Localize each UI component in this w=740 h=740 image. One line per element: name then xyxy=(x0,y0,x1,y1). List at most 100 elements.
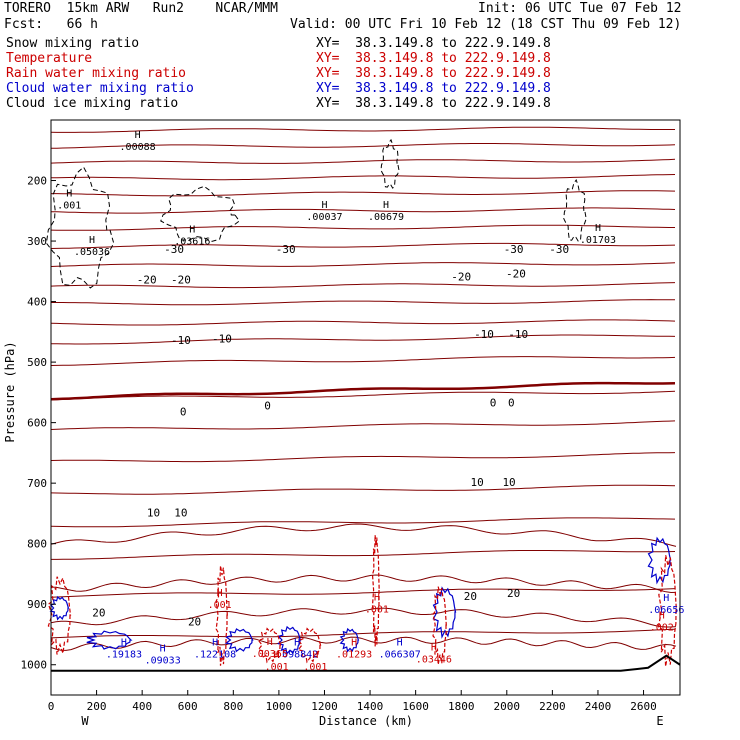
isotherm xyxy=(50,242,676,249)
init-time: Init: 06 UTC Tue 07 Feb 12 xyxy=(478,1,682,16)
x-tick-label: 1400 xyxy=(357,700,384,713)
snow-contour xyxy=(563,178,587,243)
xy-temperature: XY= 38.3.149.8 to 222.9.149.8 xyxy=(316,51,551,66)
isotherm xyxy=(50,174,676,181)
xy-rain: XY= 38.3.149.8 to 222.9.149.8 xyxy=(316,66,551,81)
field-temperature: Temperature xyxy=(6,51,93,66)
isotherm xyxy=(50,158,676,164)
rain-contour xyxy=(432,586,447,665)
max-label: .03616 xyxy=(174,236,210,247)
max-marker: H xyxy=(663,593,669,604)
isotherm xyxy=(50,334,676,345)
isotherm xyxy=(50,356,676,366)
isotherm-low xyxy=(50,574,677,594)
max-marker: H xyxy=(274,650,280,661)
isotherm-label: -10 xyxy=(474,328,494,341)
contour-labels: -30 -30 -30 -30-20 -20 -20 -20-10 -10 -10 -100 0 0 0… xyxy=(57,130,684,673)
max-label: .00679 xyxy=(368,212,404,223)
x-axis-label: Distance (km) xyxy=(319,714,413,728)
y-tick-label: 300 xyxy=(27,235,47,248)
isotherm-label: 0 xyxy=(264,399,271,412)
max-label: .098842 xyxy=(276,650,318,661)
max-label: .01293 xyxy=(336,650,372,661)
y-tick-label: 800 xyxy=(27,538,47,551)
field-rain: Rain water mixing ratio xyxy=(6,66,187,81)
isotherm-low xyxy=(50,607,677,628)
x-tick-label: 600 xyxy=(178,700,198,713)
x-tick-label: 2600 xyxy=(630,700,657,713)
terrain-surface xyxy=(51,654,681,672)
max-marker: H xyxy=(431,643,437,654)
max-marker: H xyxy=(121,638,127,649)
isotherm xyxy=(50,224,675,231)
field-snow: Snow mixing ratio xyxy=(6,36,140,51)
max-marker: H xyxy=(160,644,166,655)
max-marker: H xyxy=(267,637,273,648)
isotherm-label: -30 xyxy=(276,243,296,256)
x-tick-label: 200 xyxy=(87,700,107,713)
max-marker: H xyxy=(135,130,141,141)
cloud-water-contour xyxy=(86,630,133,650)
x-tick-label: 0 xyxy=(48,700,55,713)
max-marker: H xyxy=(312,650,318,661)
snow-contour xyxy=(160,185,240,242)
max-label: .001 xyxy=(265,662,289,673)
max-label: .00037 xyxy=(306,212,342,223)
isotherm xyxy=(50,484,676,495)
zero-isotherm xyxy=(50,381,676,401)
x-tick-label: 1800 xyxy=(448,700,475,713)
rain-contour xyxy=(257,627,282,664)
isotherm-label: -10 xyxy=(212,333,232,346)
cloud-water-contour xyxy=(432,586,457,639)
isotherm-label: -10 xyxy=(171,334,191,347)
rain-contour xyxy=(658,555,678,667)
max-label: .066307 xyxy=(379,650,421,661)
y-tick-label: 400 xyxy=(27,296,47,309)
rain-contour xyxy=(215,565,228,666)
y-axis-label: Pressure (hPa) xyxy=(3,341,17,442)
terrain-line xyxy=(51,654,681,672)
isotherm xyxy=(50,452,676,463)
isotherm-label: -20 xyxy=(137,273,157,286)
max-marker: H xyxy=(397,638,403,649)
y-tick-label: 200 xyxy=(27,175,47,188)
isotherm-label: 20 xyxy=(188,615,201,628)
isotherm xyxy=(50,517,676,528)
isotherm-label: -20 xyxy=(506,267,526,280)
max-marker: H xyxy=(89,235,95,246)
isotherm-label: 0 xyxy=(180,405,187,418)
max-marker: H xyxy=(595,223,601,234)
isotherm xyxy=(51,190,676,197)
x-tick-label: 2000 xyxy=(494,700,521,713)
run-title: TORERO 15km ARW Run2 NCAR/MMM xyxy=(4,1,278,16)
cloud-water-contour xyxy=(647,536,672,585)
max-label: .00088 xyxy=(120,142,156,153)
x-tick-label: 2400 xyxy=(585,700,612,713)
x-tick-label: 1000 xyxy=(266,700,293,713)
x-tick-label: 1200 xyxy=(311,700,338,713)
west-label: W xyxy=(81,714,89,728)
isotherm-label: 20 xyxy=(464,590,477,603)
isotherm xyxy=(50,420,676,430)
isotherm-label: -20 xyxy=(451,270,471,283)
isotherm xyxy=(50,262,676,267)
max-marker: H xyxy=(189,224,195,235)
east-label: E xyxy=(656,714,663,728)
isotherm xyxy=(50,143,676,149)
isotherm-label: 20 xyxy=(92,606,105,619)
axes: 0 200 400 600 800 1000 1200 1400 1600 1800 2000 220… xyxy=(21,175,657,713)
rain-contour xyxy=(297,627,322,664)
y-tick-label: 1000 xyxy=(21,659,48,672)
y-tick-label: 600 xyxy=(27,417,47,430)
x-tick-label: 1600 xyxy=(402,700,429,713)
isotherm-label: 10 xyxy=(471,476,484,489)
isotherm xyxy=(51,550,676,560)
max-label: .06656 xyxy=(648,605,684,616)
max-marker: H xyxy=(351,638,357,649)
isotherm-label: -30 xyxy=(549,243,569,256)
temperature-contours xyxy=(50,126,677,651)
isotherm xyxy=(50,319,676,326)
isotherm-low xyxy=(50,636,677,651)
isotherm-label: -20 xyxy=(171,273,191,286)
